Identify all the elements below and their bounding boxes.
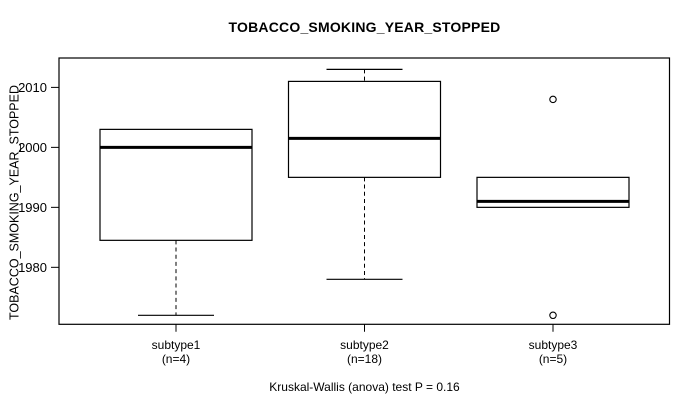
outlier-point	[549, 311, 557, 320]
outlier-point	[549, 95, 557, 104]
y-tick-label: 2000	[18, 140, 47, 155]
x-category-name: subtype1	[151, 338, 201, 352]
x-category-name: subtype2	[340, 338, 389, 352]
x-category-label-subtype2: subtype2 (n=18)	[285, 338, 445, 366]
footer-pvalue: Kruskal-Wallis (anova) test P = 0.16	[269, 380, 460, 394]
y-tick-label: 1980	[18, 260, 47, 275]
x-category-n: (n=4)	[161, 351, 191, 366]
x-category-label-subtype3: subtype3 (n=5)	[473, 338, 633, 366]
box-subtype2	[287, 80, 442, 178]
x-category-n: (n=18)	[346, 351, 383, 366]
y-tick-label: 1990	[18, 200, 47, 215]
y-tick-label: 2010	[18, 80, 47, 95]
x-category-n: (n=5)	[538, 351, 568, 366]
x-category-name: subtype3	[528, 338, 578, 352]
x-category-label-subtype1: subtype1 (n=4)	[96, 338, 256, 366]
plot-title: TOBACCO_SMOKING_YEAR_STOPPED	[228, 19, 501, 35]
